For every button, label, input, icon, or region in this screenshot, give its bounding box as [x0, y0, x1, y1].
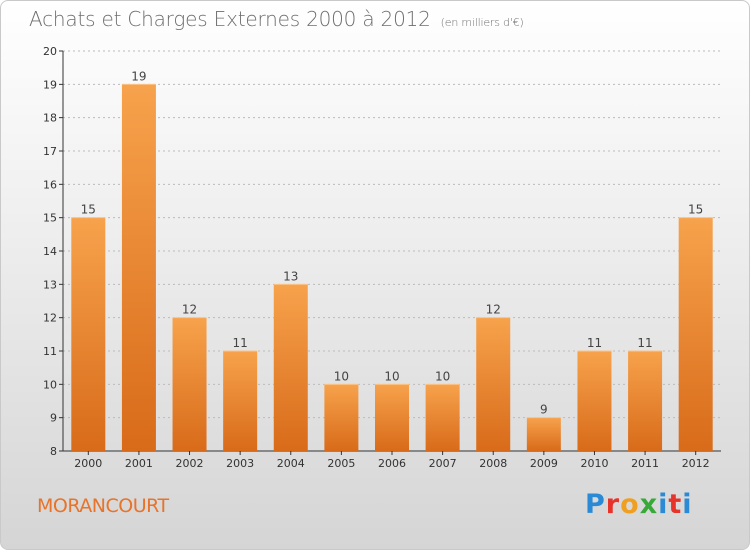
- logo-letter: i: [682, 489, 693, 520]
- bar-value-label: 13: [283, 269, 298, 283]
- bar-value-label: 12: [486, 303, 501, 317]
- bar-2004: [273, 284, 308, 451]
- bar-value-label: 11: [587, 336, 602, 350]
- y-tick-label: 16: [43, 178, 57, 191]
- x-tick-label: 2010: [580, 457, 608, 470]
- logo-letter: o: [620, 489, 640, 520]
- bar-value-label: 10: [435, 369, 450, 383]
- bar-2002: [172, 317, 207, 451]
- x-tick-label: 2005: [327, 457, 355, 470]
- y-tick-label: 15: [43, 212, 57, 225]
- bar-2000: [71, 217, 106, 451]
- y-tick-label: 19: [43, 78, 57, 91]
- logo-letter: i: [658, 489, 669, 520]
- bar-value-label: 10: [384, 369, 399, 383]
- bar-value-label: 10: [334, 369, 349, 383]
- bar-value-label: 11: [637, 336, 652, 350]
- y-tick-label: 11: [43, 345, 57, 358]
- x-tick-label: 2006: [378, 457, 406, 470]
- chart-title-text: Achats et Charges Externes 2000 à 2012: [29, 7, 431, 31]
- x-tick-label: 2000: [74, 457, 102, 470]
- y-tick-label: 8: [50, 445, 57, 458]
- logo-letter: t: [668, 489, 683, 520]
- y-tick-label: 9: [50, 412, 57, 425]
- logo-letter: r: [605, 489, 621, 520]
- x-tick-label: 2012: [682, 457, 710, 470]
- bar-2011: [628, 351, 663, 451]
- chart-subtitle: (en milliers d'€): [440, 16, 524, 29]
- bar-2007: [425, 384, 460, 451]
- x-tick-label: 2003: [226, 457, 254, 470]
- bar-2006: [375, 384, 409, 451]
- bar-2010: [577, 351, 612, 451]
- x-tick-label: 2009: [530, 457, 558, 470]
- x-tick-label: 2004: [277, 457, 305, 470]
- bar-value-label: 12: [182, 303, 197, 317]
- bar-2009: [526, 417, 561, 451]
- y-tick-label: 10: [43, 378, 57, 391]
- logo-letter: x: [639, 489, 659, 520]
- logo-letter: P: [585, 489, 606, 520]
- y-tick-label: 18: [43, 112, 57, 125]
- x-tick-label: 2002: [176, 457, 204, 470]
- y-tick-label: 14: [43, 245, 57, 258]
- x-tick-label: 2001: [125, 457, 153, 470]
- bar-value-label: 9: [540, 403, 548, 417]
- y-tick-label: 13: [43, 278, 57, 291]
- bar-2003: [223, 351, 258, 451]
- bar-2008: [476, 317, 511, 451]
- bar-value-label: 11: [233, 336, 248, 350]
- x-tick-label: 2007: [429, 457, 457, 470]
- x-tick-label: 2008: [479, 457, 507, 470]
- bar-2012: [678, 217, 713, 451]
- bar-value-label: 19: [131, 69, 146, 83]
- y-tick-label: 20: [43, 45, 57, 58]
- bar-value-label: 15: [81, 203, 96, 217]
- y-tick-label: 12: [43, 312, 57, 325]
- bar-2001: [121, 84, 156, 451]
- y-tick-label: 17: [43, 145, 57, 158]
- bar-2005: [324, 384, 359, 451]
- chart-title: Achats et Charges Externes 2000 à 2012 (e…: [29, 7, 524, 31]
- proxiti-logo: Proxiti: [585, 489, 693, 520]
- bar-value-label: 15: [688, 203, 703, 217]
- commune-name: MORANCOURT: [37, 495, 169, 517]
- x-tick-label: 2011: [631, 457, 659, 470]
